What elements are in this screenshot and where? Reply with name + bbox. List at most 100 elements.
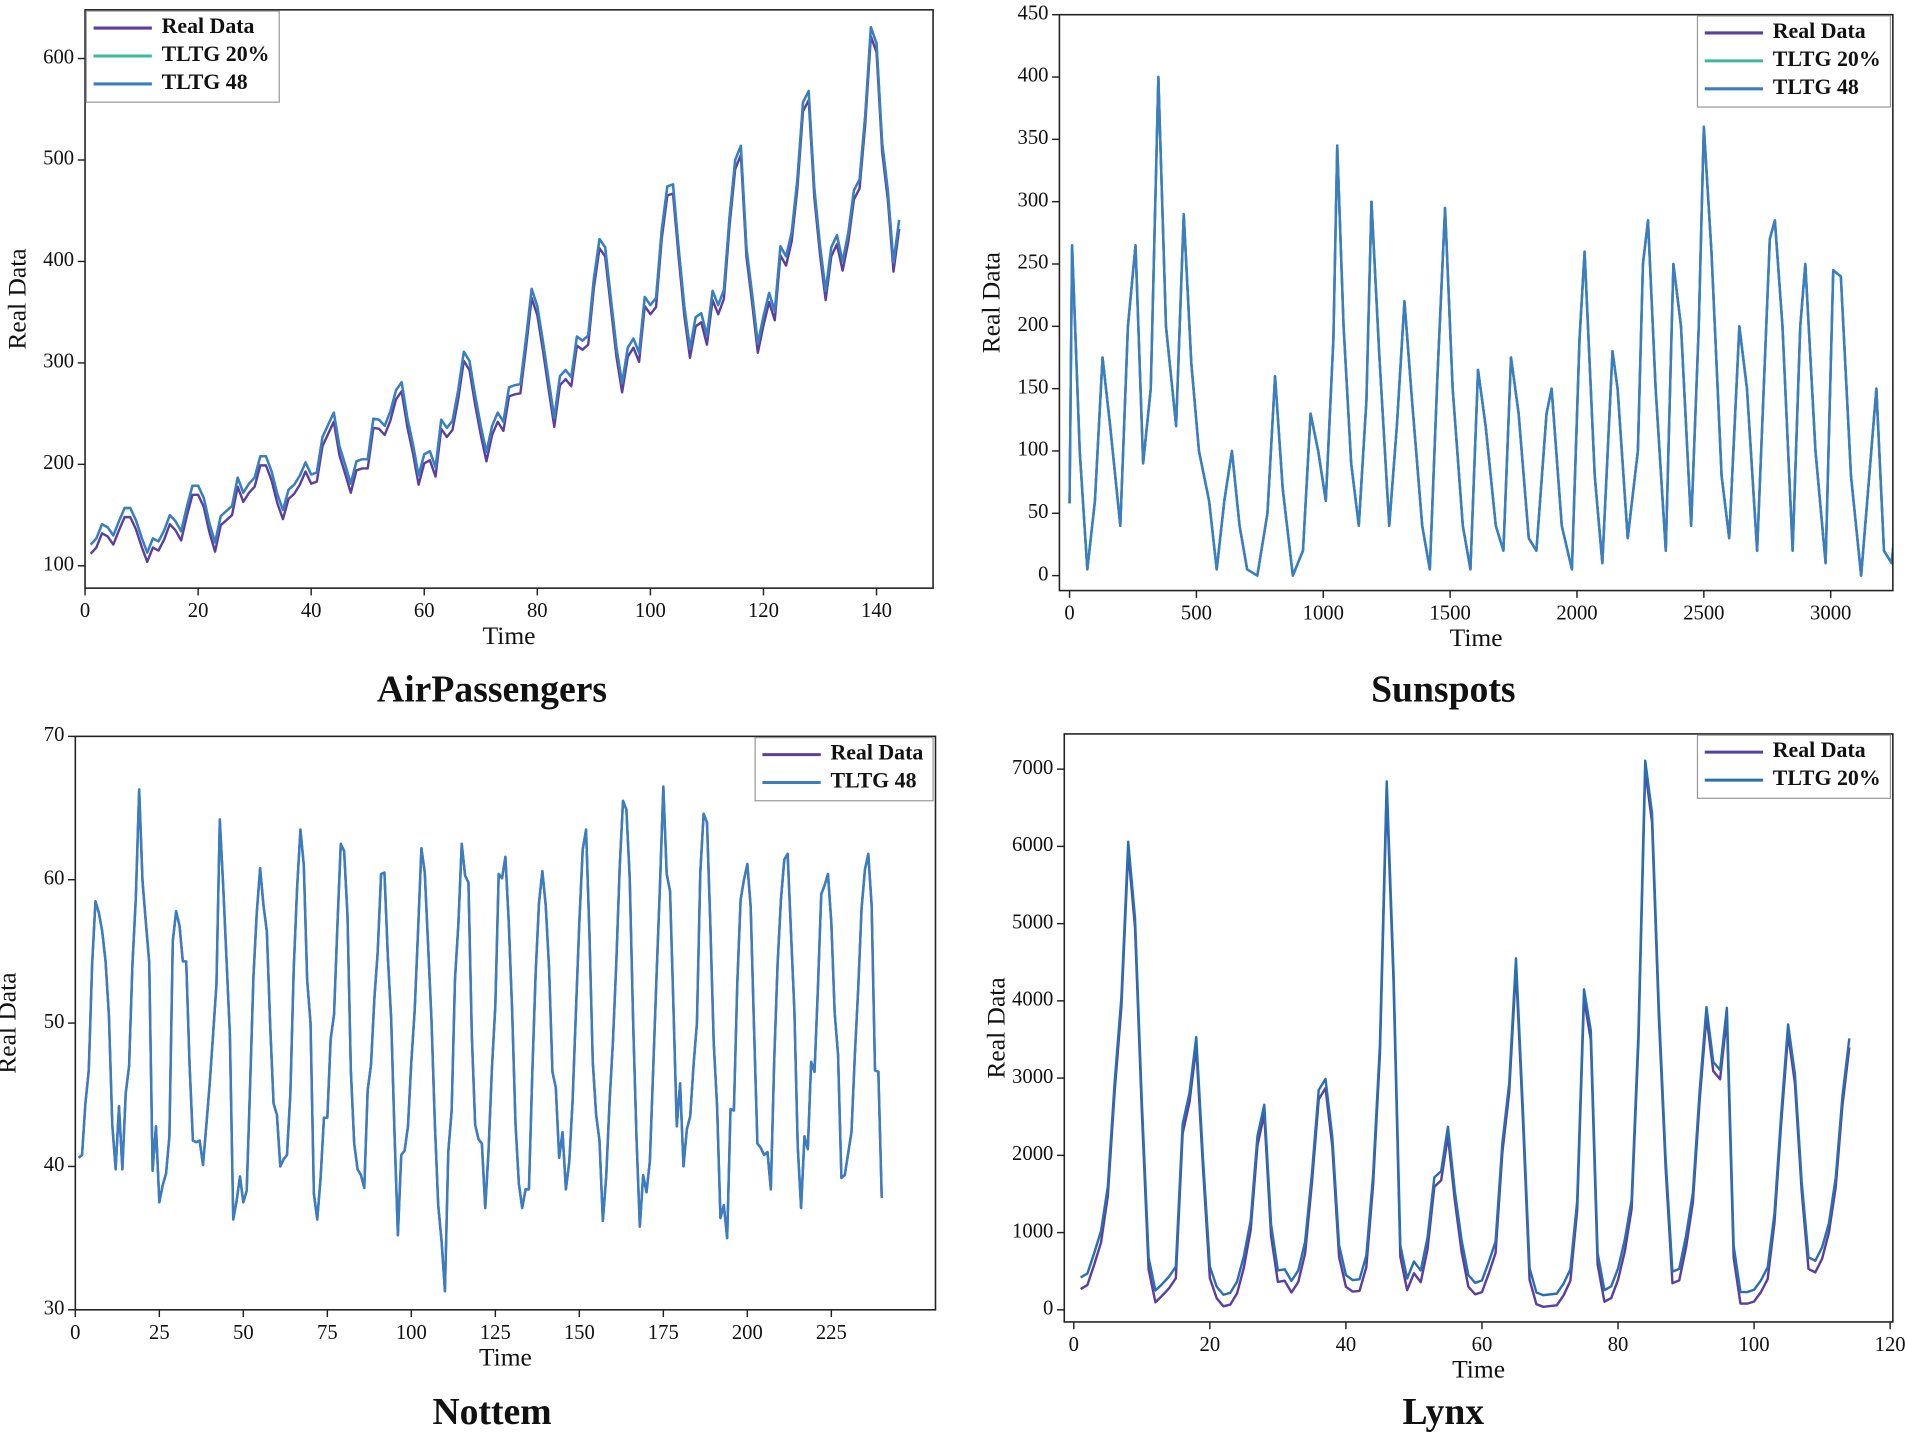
x-tick-label: 100 <box>635 600 666 622</box>
y-tick-label: 350 <box>1018 127 1049 149</box>
series-line <box>89 25 901 554</box>
y-tick-label: 1000 <box>1012 1220 1053 1242</box>
y-tick-label: 300 <box>43 351 74 373</box>
x-tick-label: 75 <box>317 1322 338 1344</box>
x-tick-label: 1000 <box>1303 603 1344 625</box>
y-tick-label: 0 <box>1043 1298 1053 1320</box>
x-tick-label: 1500 <box>1429 603 1470 625</box>
x-tick-label: 0 <box>1069 1334 1079 1356</box>
legend-label: TLTG 48 <box>830 769 916 793</box>
y-tick-label: 60 <box>44 867 65 889</box>
y-tick-label: 70 <box>44 724 65 746</box>
x-tick-label: 200 <box>732 1322 763 1344</box>
panel: 0 50 100 150 200 250 300 350 400 450 0 500 1000 1500 2… <box>977 2 1894 710</box>
y-tick-label: 6000 <box>1012 834 1053 856</box>
y-tick-label: 0 <box>1038 563 1048 585</box>
y-tick-label: 200 <box>1018 314 1049 336</box>
y-axis-label: Real Data <box>982 977 1011 1078</box>
legend-label: TLTG 48 <box>1773 75 1859 99</box>
y-tick-label: 4000 <box>1012 989 1053 1011</box>
x-axis-label: Time <box>1450 623 1503 652</box>
y-axis-label: Real Data <box>2 248 31 349</box>
x-tick-label: 3000 <box>1810 603 1851 625</box>
x-tick-label: 50 <box>233 1322 254 1344</box>
legend-label: Real Data <box>830 741 923 765</box>
x-axis-label: Time <box>479 1342 532 1371</box>
y-tick-label: 600 <box>43 46 74 68</box>
y-tick-label: 200 <box>43 452 74 474</box>
x-tick-label: 0 <box>1064 603 1074 625</box>
x-tick-label: 175 <box>648 1322 679 1344</box>
x-tick-label: 20 <box>1200 1334 1221 1356</box>
x-tick-label: 140 <box>861 600 892 622</box>
x-tick-label: 120 <box>748 600 779 622</box>
x-tick-label: 0 <box>80 600 90 622</box>
legend-label: Real Data <box>162 14 255 38</box>
y-tick-label: 250 <box>1018 252 1049 274</box>
plot-frame <box>84 9 934 589</box>
plot-frame <box>74 735 937 1311</box>
y-tick-label: 50 <box>44 1011 65 1033</box>
y-axis-label: Real Data <box>0 972 22 1073</box>
legend: Real Data TLTG 20% TLTG 48 <box>85 10 280 103</box>
y-tick-label: 500 <box>43 148 74 170</box>
x-tick-label: 100 <box>396 1322 427 1344</box>
legend: Real Data TLTG 20% <box>1696 734 1892 799</box>
legend-label: TLTG 20% <box>162 42 270 66</box>
x-tick-label: 100 <box>1739 1334 1770 1356</box>
y-tick-label: 400 <box>1018 65 1049 87</box>
y-tick-label: 100 <box>1018 439 1049 461</box>
y-tick-label: 40 <box>44 1154 65 1176</box>
x-axis-label: Time <box>483 621 536 650</box>
x-tick-label: 2500 <box>1683 603 1724 625</box>
x-tick-label: 20 <box>188 600 209 622</box>
x-axis-label: Time <box>1452 1355 1505 1384</box>
x-tick-label: 40 <box>301 600 322 622</box>
x-tick-label: 80 <box>1608 1334 1629 1356</box>
x-tick-label: 120 <box>1875 1334 1905 1356</box>
panel-title: Nottem <box>432 1391 551 1433</box>
y-tick-label: 300 <box>1018 189 1049 211</box>
x-tick-label: 225 <box>816 1322 847 1344</box>
legend-label: Real Data <box>1773 19 1866 43</box>
panel-title: AirPassengers <box>377 668 607 710</box>
y-tick-label: 5000 <box>1012 911 1053 933</box>
series-line <box>77 785 883 1293</box>
y-tick-label: 3000 <box>1012 1066 1053 1088</box>
y-tick-label: 100 <box>43 554 74 576</box>
legend-label: TLTG 48 <box>162 70 248 94</box>
series-line <box>1068 75 1893 577</box>
legend-box <box>1696 734 1892 799</box>
y-tick-label: 30 <box>44 1298 65 1320</box>
x-tick-label: 0 <box>70 1322 80 1344</box>
legend-label: Real Data <box>1773 738 1866 762</box>
x-tick-label: 60 <box>414 600 435 622</box>
y-tick-label: 150 <box>1018 376 1049 398</box>
legend-box <box>754 736 934 802</box>
plot-frame <box>1058 13 1894 592</box>
panel: 100 200 300 400 500 600 0 20 40 60 80 100 120 140 Time… <box>2 9 934 710</box>
panel-title: Sunspots <box>1371 668 1515 710</box>
x-tick-label: 2000 <box>1556 603 1597 625</box>
y-axis-label: Real Data <box>977 252 1006 353</box>
series-line <box>89 35 901 563</box>
series-line <box>1080 759 1851 1297</box>
x-tick-label: 125 <box>480 1322 511 1344</box>
x-tick-label: 80 <box>527 600 548 622</box>
y-tick-label: 450 <box>1018 2 1049 24</box>
x-tick-label: 40 <box>1336 1334 1357 1356</box>
legend-label: TLTG 20% <box>1773 766 1881 790</box>
plot-frame <box>1063 733 1894 1323</box>
x-tick-label: 25 <box>149 1322 170 1344</box>
x-tick-label: 500 <box>1181 603 1212 625</box>
legend: Real Data TLTG 48 <box>754 736 934 802</box>
series-line <box>1068 75 1893 577</box>
x-tick-label: 150 <box>564 1322 595 1344</box>
y-tick-label: 7000 <box>1012 757 1053 779</box>
x-tick-label: 60 <box>1472 1334 1493 1356</box>
legend-label: TLTG 20% <box>1773 47 1881 71</box>
panel: 0 1000 2000 3000 4000 5000 6000 7000 0 20 40 60 80 10… <box>982 733 1905 1433</box>
legend: Real Data TLTG 20% TLTG 48 <box>1696 15 1892 108</box>
